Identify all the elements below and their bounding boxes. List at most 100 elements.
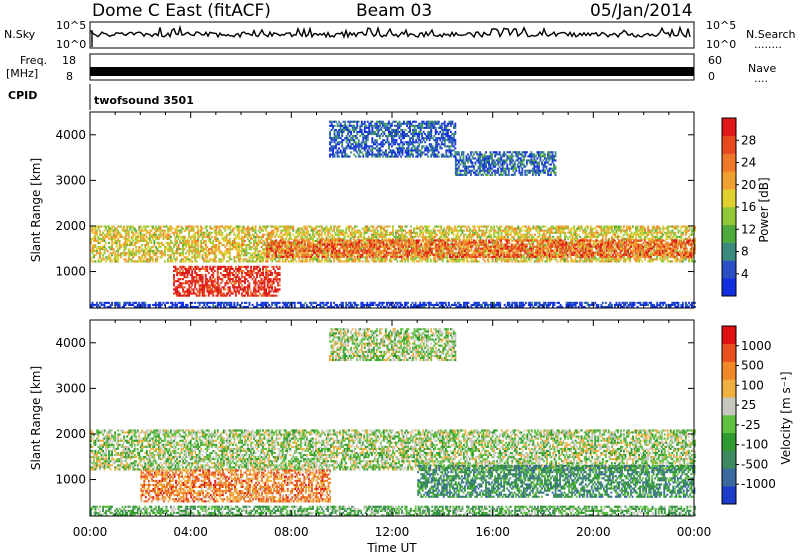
power-cell bbox=[212, 282, 215, 285]
power-cell bbox=[141, 233, 144, 236]
power-cell bbox=[91, 227, 94, 230]
power-cell bbox=[168, 250, 171, 253]
power-cell bbox=[579, 229, 582, 232]
power-cell bbox=[248, 246, 251, 249]
power-cell bbox=[324, 229, 326, 232]
power-cell bbox=[188, 244, 191, 247]
power-cell bbox=[111, 229, 113, 232]
power-cell bbox=[456, 231, 459, 234]
power-cell bbox=[361, 237, 364, 240]
power-cell bbox=[322, 229, 325, 232]
power-cell bbox=[215, 246, 218, 249]
nsky-trace bbox=[89, 24, 691, 47]
power-cell bbox=[219, 231, 222, 234]
power-cell bbox=[210, 227, 213, 230]
power-cell bbox=[331, 233, 334, 236]
power-cell bbox=[236, 235, 239, 238]
power-cell bbox=[257, 254, 260, 257]
power-cell bbox=[245, 227, 248, 230]
power-cell bbox=[257, 239, 260, 242]
power-cell bbox=[449, 239, 452, 242]
power-cell bbox=[238, 237, 240, 240]
power-cell bbox=[257, 235, 260, 238]
power-cell bbox=[112, 250, 115, 253]
power-cell bbox=[171, 241, 174, 244]
power-cell bbox=[396, 231, 399, 234]
power-cell bbox=[94, 233, 97, 236]
power-cell bbox=[132, 227, 135, 230]
power-cell bbox=[201, 241, 204, 244]
power-cell bbox=[610, 227, 613, 230]
power-cell bbox=[158, 227, 160, 230]
power-cell bbox=[550, 229, 553, 232]
power-cell bbox=[680, 237, 683, 240]
power-cell bbox=[364, 229, 367, 232]
power-cell bbox=[177, 225, 180, 228]
power-cell bbox=[213, 231, 216, 234]
power-cell bbox=[299, 231, 302, 234]
power-cell bbox=[126, 229, 129, 232]
power-cell bbox=[292, 227, 295, 230]
power-cell bbox=[198, 252, 201, 255]
power-cell bbox=[239, 246, 242, 249]
power-cell bbox=[295, 260, 298, 263]
power-cell bbox=[280, 231, 283, 234]
power-cell bbox=[580, 225, 583, 228]
power-cell bbox=[159, 227, 162, 230]
power-cell bbox=[147, 225, 150, 228]
power-cell bbox=[94, 239, 97, 242]
power-cell bbox=[138, 248, 141, 251]
power-cell bbox=[310, 258, 313, 261]
power-cell bbox=[367, 237, 370, 240]
power-cell bbox=[422, 227, 425, 230]
power-cell bbox=[256, 244, 258, 247]
power-cell bbox=[225, 252, 228, 255]
power-cell bbox=[322, 250, 325, 253]
power-cell bbox=[106, 235, 109, 238]
power-cell bbox=[363, 231, 366, 234]
power-cell bbox=[247, 227, 249, 230]
power-cell bbox=[118, 235, 121, 238]
power-cell bbox=[242, 254, 245, 257]
power-cell bbox=[135, 235, 138, 238]
power-cell bbox=[123, 237, 126, 240]
power-cell bbox=[191, 250, 194, 253]
power-cell bbox=[244, 252, 246, 255]
power-cell bbox=[218, 241, 221, 244]
power-cell bbox=[150, 250, 153, 253]
power-cell bbox=[194, 246, 197, 249]
power-cell bbox=[287, 241, 290, 244]
power-cell bbox=[167, 231, 169, 234]
power-cell bbox=[97, 225, 100, 228]
power-cell bbox=[656, 256, 659, 259]
power-cell bbox=[174, 250, 177, 253]
power-cell bbox=[322, 237, 325, 240]
power-cell bbox=[463, 229, 465, 232]
power-cell bbox=[222, 244, 225, 247]
power-cell bbox=[138, 260, 141, 263]
power-cell bbox=[342, 237, 345, 240]
power-cell bbox=[227, 248, 230, 251]
power-cell bbox=[526, 260, 529, 263]
power-cell bbox=[426, 258, 429, 261]
power-cell bbox=[188, 229, 191, 232]
power-cell bbox=[241, 239, 243, 242]
power-cell bbox=[207, 239, 210, 242]
power-cell bbox=[496, 260, 499, 263]
power-cell bbox=[422, 231, 425, 234]
power-cell bbox=[253, 239, 255, 242]
power-cell bbox=[316, 233, 319, 236]
power-cell bbox=[538, 260, 541, 263]
power-cell bbox=[213, 258, 216, 261]
power-cell bbox=[316, 260, 319, 263]
power-cell bbox=[168, 260, 171, 263]
power-cell bbox=[179, 231, 181, 234]
power-cell bbox=[94, 231, 97, 234]
power-cell bbox=[367, 260, 370, 263]
power-cell bbox=[506, 235, 509, 238]
power-cell bbox=[221, 235, 224, 238]
power-cell bbox=[238, 244, 240, 247]
power-cell bbox=[242, 237, 245, 240]
power-cell bbox=[251, 258, 254, 261]
power-cell bbox=[343, 239, 346, 242]
